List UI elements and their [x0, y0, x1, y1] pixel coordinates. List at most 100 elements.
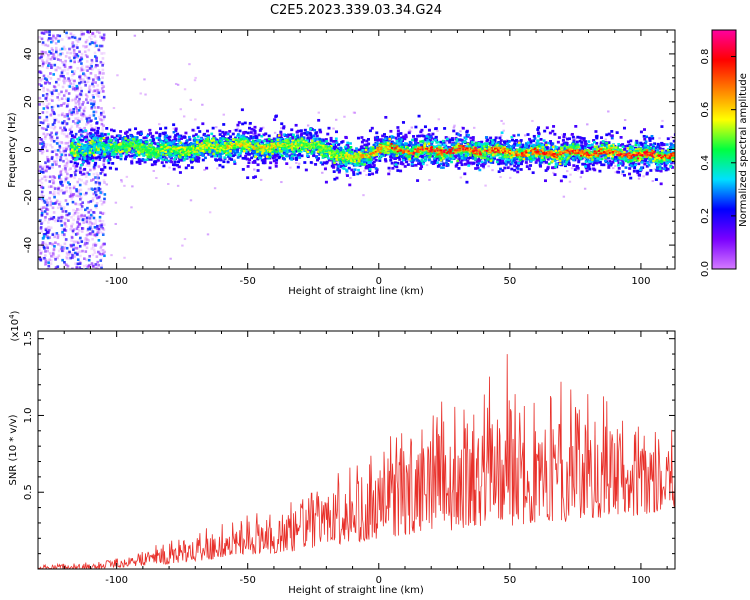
spectrogram-cell [544, 161, 548, 164]
spectrogram-cell [50, 135, 54, 139]
spectrogram-cell [673, 133, 675, 136]
spectrogram-cell [481, 164, 485, 168]
spectrogram-cell [366, 147, 370, 151]
spectrogram-cell [152, 169, 155, 172]
spectrogram-cell [194, 76, 197, 79]
spectrogram-cell [236, 123, 240, 127]
spectrogram-cell [60, 159, 63, 162]
spectrogram-cell [43, 254, 47, 257]
spectrogram-cell [113, 139, 116, 142]
spectrogram-cell [72, 218, 75, 222]
spectrogram-cell [98, 158, 102, 161]
spectrogram-cell [47, 221, 50, 224]
spectrogram-cell [99, 226, 102, 229]
spectrogram-cell [41, 141, 45, 144]
spectrogram-cell [144, 151, 148, 155]
spectrogram-cell [253, 168, 256, 171]
spectrogram-cell [39, 170, 43, 174]
spectrogram-cell [42, 232, 46, 236]
spectrogram-cell [47, 64, 50, 68]
spectrogram-cell [409, 130, 413, 133]
spectrogram-cell [63, 164, 67, 168]
spectrogram-cell [99, 249, 103, 252]
spectrogram-cell [403, 142, 407, 145]
spectrogram-cell [71, 35, 74, 39]
spectrogram-cell [91, 237, 94, 241]
spectrogram-cell [550, 157, 554, 161]
spectrogram-cell [491, 161, 495, 164]
spectrogram-cell [46, 66, 50, 70]
spectrogram-cell [498, 136, 502, 140]
spectrogram-cell [50, 145, 54, 149]
spectrogram-cell [459, 161, 463, 164]
spectrogram-cell [575, 164, 579, 168]
spectrogram-cell [84, 242, 87, 245]
spectrogram-cell [82, 100, 85, 104]
spectrogram-cell [96, 224, 99, 228]
spectrogram-cell [64, 176, 68, 179]
spectrogram-cell [46, 123, 50, 126]
spectrogram-cell [80, 140, 83, 144]
spectrogram-cell [139, 130, 143, 134]
spectrogram-cell [364, 160, 368, 164]
spectrogram-cell [85, 159, 89, 163]
spectrogram-cell [278, 155, 282, 159]
spectrogram-cell [205, 129, 209, 133]
spectrogram-cell [48, 258, 52, 261]
spectrogram-cell [364, 166, 368, 170]
spectrogram-cell [85, 130, 89, 134]
spectrogram-cell [595, 141, 599, 145]
spectrogram-cell [643, 141, 647, 145]
spectrogram-cell [85, 164, 89, 167]
spectrogram-cell [47, 102, 51, 106]
spectrogram-cell [168, 135, 172, 139]
spectrogram-cell [90, 107, 93, 110]
spectrogram-cell [64, 177, 68, 181]
spectrogram-cell [38, 116, 42, 119]
spectrogram-cell [319, 130, 323, 134]
spectrogram-cell [90, 179, 93, 182]
spectrogram-cell [84, 84, 87, 87]
spectrogram-cell [384, 159, 388, 163]
spectrogram-cell [59, 247, 63, 251]
spectrogram-cell [426, 139, 430, 142]
spectrogram-cell [150, 163, 154, 167]
spectrogram-cell [72, 248, 75, 251]
spectrogram-cell [50, 131, 53, 135]
spectrogram-cell [617, 167, 621, 170]
spectrogram-cell [266, 141, 270, 145]
spectrogram-cell [51, 38, 55, 42]
spectrogram-cell [40, 210, 44, 214]
spectrogram-cell [52, 34, 55, 38]
spectrogram-cell [567, 137, 571, 141]
spectrogram-cell [510, 167, 514, 171]
spectrogram-cell [345, 174, 349, 177]
spectrogram-cell [53, 125, 57, 129]
spectrogram-cell [48, 217, 51, 221]
spectrogram-cell [189, 160, 193, 164]
spectrogram-cell [64, 149, 67, 153]
spectrogram-cell [96, 106, 100, 109]
spectrogram-cell [60, 189, 64, 192]
spectrogram-cell [251, 133, 255, 136]
spectrogram-cell [87, 86, 91, 89]
spectrogram-cell [101, 115, 105, 118]
spectrogram-cell [93, 191, 97, 194]
spectrogram-cell [38, 248, 41, 252]
spectrogram-cell [72, 164, 75, 168]
spectrogram-cell [82, 109, 86, 113]
spectrogram-cell [49, 191, 52, 194]
spectrogram-cell [184, 166, 188, 170]
spectrogram-cell [300, 154, 304, 158]
spectrogram-cell [329, 139, 333, 142]
spectrogram-cell [551, 166, 555, 170]
spectrogram-cell [61, 230, 64, 234]
spectrogram-cell [513, 160, 517, 164]
spectrogram-cell [49, 51, 53, 55]
spectrogram-cell [512, 134, 516, 138]
spectrogram-cell [89, 168, 92, 172]
spectrogram-cell [70, 134, 74, 137]
spectrogram-cell [52, 127, 56, 131]
spectrogram-cell [354, 159, 358, 162]
spectrogram-cell [45, 115, 49, 119]
